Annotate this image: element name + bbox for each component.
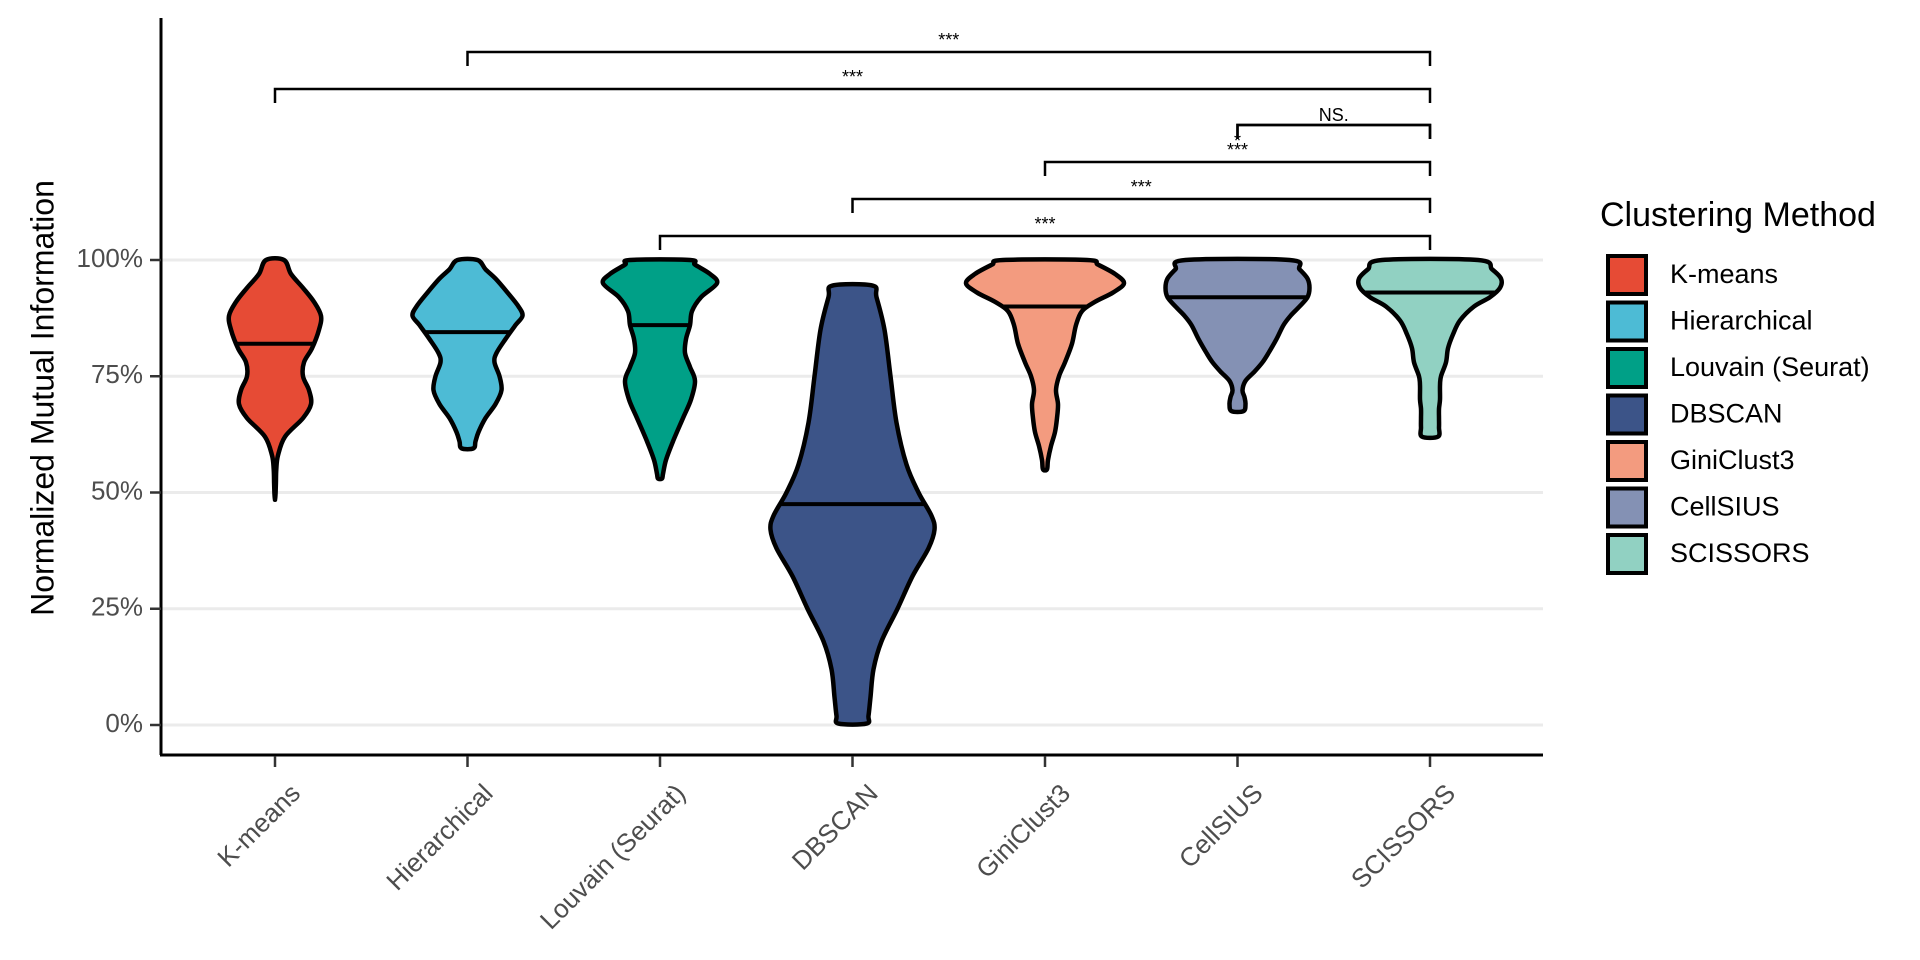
x-tick-label: DBSCAN (786, 778, 884, 876)
x-tick-label: GiniClust3 (970, 778, 1076, 884)
violin-cellsius (1163, 256, 1312, 415)
y-tick-label: 25% (91, 592, 143, 622)
y-tick-label: 50% (91, 475, 143, 505)
legend-title: Clustering Method (1600, 196, 1876, 234)
legend-label: CellSIUS (1670, 492, 1780, 522)
violin-louvain-seurat- (600, 257, 720, 482)
violin-k-means (226, 256, 324, 503)
significance-label: *** (1034, 214, 1055, 234)
legend-label: Louvain (Seurat) (1670, 352, 1870, 382)
significance-label: *** (1227, 140, 1248, 160)
significance-label: NS. (1319, 105, 1349, 125)
legend-swatch (1606, 440, 1648, 482)
axes: Normalized Mutual Information (24, 18, 1543, 757)
legend-label: GiniClust3 (1670, 445, 1795, 475)
legend-label: DBSCAN (1670, 399, 1783, 429)
violins (226, 256, 1504, 727)
legend-label: SCISSORS (1670, 538, 1810, 568)
significance-bracket (658, 234, 1432, 250)
x-tick-label: K-means (211, 778, 306, 873)
significance-label: *** (1131, 177, 1152, 197)
y-tick-label: 0% (105, 708, 143, 738)
significance-bracket (1043, 160, 1432, 176)
legend-swatch (1606, 533, 1648, 575)
x-tick-label: SCISSORS (1345, 778, 1461, 894)
violin-giniclust3 (963, 257, 1127, 473)
significance-brackets: **********NS.****** (273, 30, 1432, 250)
x-tick-label: Louvain (Seurat) (534, 778, 691, 935)
legend-swatch (1606, 393, 1648, 436)
y-tick-label: 75% (91, 359, 143, 389)
significance-bracket (1236, 123, 1432, 139)
legend-swatch (1606, 300, 1648, 343)
significance-bracket (1236, 123, 1432, 139)
violin-scissors (1356, 256, 1504, 441)
significance-bracket (273, 87, 1432, 103)
legend-swatch (1606, 254, 1648, 296)
x-tick-label: Hierarchical (380, 778, 498, 896)
legend-label: Hierarchical (1670, 306, 1813, 336)
y-axis-title: Normalized Mutual Information (24, 180, 60, 616)
y-tick-label: 100% (77, 243, 144, 273)
legend: Clustering Method K-means Hierarchical Lou… (1600, 196, 1876, 575)
legend-label: K-means (1670, 259, 1778, 289)
legend-swatch (1606, 486, 1648, 529)
significance-label: *** (938, 30, 959, 50)
significance-bracket (851, 197, 1432, 213)
significance-label: * (1234, 131, 1241, 151)
significance-label: *** (842, 67, 863, 87)
legend-swatch (1606, 347, 1648, 389)
x-tick-label: CellSIUS (1173, 778, 1269, 874)
violin-hierarchical (410, 256, 525, 452)
significance-bracket (466, 50, 1432, 66)
